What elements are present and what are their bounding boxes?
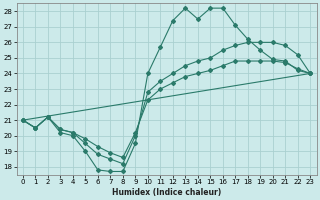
X-axis label: Humidex (Indice chaleur): Humidex (Indice chaleur) [112, 188, 221, 197]
